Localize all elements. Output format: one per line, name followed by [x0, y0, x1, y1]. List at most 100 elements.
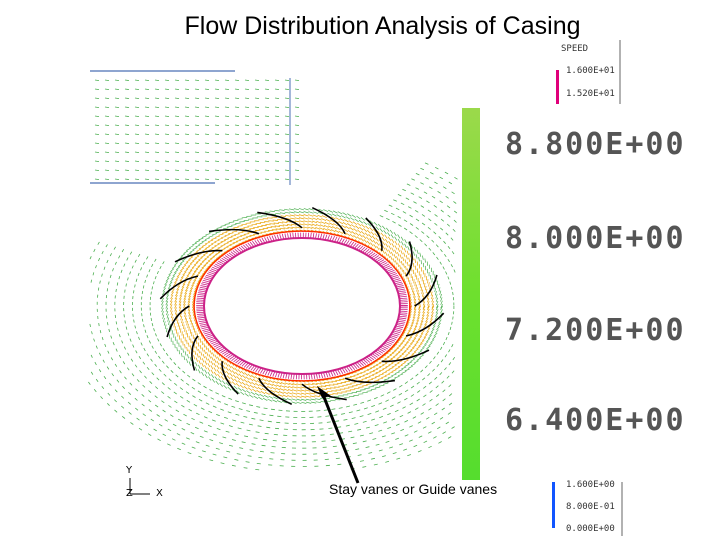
- casing-vector: [258, 457, 263, 459]
- ring-vector: [358, 244, 362, 248]
- ring-vector: [402, 292, 407, 294]
- ring-vector: [264, 371, 268, 376]
- vane-vector: [399, 254, 402, 259]
- casing-vector: [453, 269, 456, 273]
- inlet-vector: [114, 124, 120, 126]
- vane-vector: [201, 265, 207, 269]
- casing-vector: [447, 411, 452, 415]
- vane-vector: [362, 235, 367, 239]
- casing-vector: [452, 291, 454, 296]
- ring-vector: [213, 344, 218, 348]
- inlet-vector: [94, 151, 100, 153]
- casing-vector: [235, 413, 240, 416]
- ring-vector: [197, 315, 202, 317]
- vane-vector: [326, 390, 333, 393]
- vane-vector: [417, 311, 421, 316]
- vane-vector: [180, 315, 183, 321]
- vane-vector: [402, 344, 407, 348]
- casing-vector: [348, 430, 353, 433]
- casing-vector: [93, 389, 97, 393]
- vane-vector: [356, 236, 361, 241]
- vane-vector: [391, 238, 395, 243]
- inlet-vector: [194, 106, 200, 108]
- casing-vector: [169, 357, 173, 361]
- vane-vector: [350, 217, 355, 221]
- vane-vector: [423, 334, 428, 338]
- casing-vector: [114, 399, 117, 403]
- casing-vector: [371, 418, 376, 421]
- vane-vector: [169, 304, 173, 309]
- casing-vector: [191, 417, 195, 421]
- vane-vector: [230, 377, 235, 381]
- vane-vector: [338, 230, 343, 234]
- ring-vector: [205, 334, 210, 337]
- vane-vector: [259, 393, 264, 398]
- casing-vector: [427, 431, 432, 434]
- casing-vector: [334, 451, 339, 453]
- casing-vector: [139, 370, 142, 374]
- vane-vector: [205, 345, 208, 350]
- vane-vector: [184, 312, 187, 317]
- vane-vector: [285, 214, 291, 217]
- vane-vector: [213, 362, 217, 368]
- vane-vector: [426, 294, 429, 300]
- vane-vector: [233, 385, 238, 390]
- inlet-vector: [234, 142, 240, 144]
- ring-vector: [391, 339, 396, 342]
- inlet-vector: [144, 151, 150, 153]
- inlet-vector: [214, 115, 220, 117]
- casing-vector: [419, 239, 423, 243]
- vane-vector: [308, 208, 314, 211]
- ring-vector: [230, 251, 234, 255]
- vane-vector: [211, 233, 218, 236]
- inlet-vector: [134, 160, 140, 162]
- casing-vector: [207, 424, 212, 428]
- casing-vector: [337, 426, 342, 428]
- casing-vector: [111, 373, 115, 377]
- vane-vector: [185, 318, 188, 323]
- casing-vector: [427, 373, 431, 377]
- casing-vector: [90, 354, 93, 358]
- vane-vector: [359, 375, 365, 378]
- vane-vector: [375, 226, 380, 231]
- legend-bottom-value-1: 1.600E+00: [566, 480, 615, 490]
- casing-vector: [362, 466, 367, 468]
- casing-vector: [353, 403, 358, 406]
- vane-vector: [259, 384, 264, 388]
- casing-vector: [410, 377, 414, 381]
- vane-vector: [417, 326, 422, 331]
- vane-vector: [415, 254, 418, 259]
- vane-vector: [202, 353, 205, 359]
- casing-vector: [216, 414, 220, 417]
- inlet-vector: [294, 142, 300, 144]
- vane-vector: [347, 213, 352, 217]
- vane-vector: [178, 256, 183, 260]
- vane-vector: [254, 392, 260, 396]
- casing-vector: [151, 322, 154, 327]
- inlet-vector: [194, 124, 200, 126]
- vane-vector: [436, 326, 440, 331]
- casing-vector: [98, 323, 100, 327]
- casing-vector: [441, 407, 445, 411]
- vane-vector: [335, 217, 341, 221]
- ring-vector: [210, 268, 215, 271]
- inlet-vector: [244, 160, 250, 162]
- inlet-vector: [144, 79, 150, 81]
- vane-vector: [398, 258, 401, 263]
- vane-vector: [203, 252, 208, 256]
- ring-vector: [205, 274, 210, 277]
- casing-vector: [261, 413, 266, 415]
- ring-vector: [208, 338, 213, 342]
- casing-vector: [95, 378, 99, 383]
- ring-vector: [353, 242, 357, 246]
- vane-vector: [274, 225, 281, 227]
- vane-vector: [375, 386, 381, 389]
- casing-vector: [122, 361, 126, 365]
- vane-vector: [210, 256, 216, 260]
- vane-vector: [425, 331, 429, 335]
- ring-vector: [402, 294, 407, 296]
- vane-vector: [387, 253, 391, 259]
- vane-vector: [397, 373, 404, 377]
- casing-vector: [100, 396, 104, 400]
- legend-main-value-3: 7.200E+00: [505, 313, 686, 348]
